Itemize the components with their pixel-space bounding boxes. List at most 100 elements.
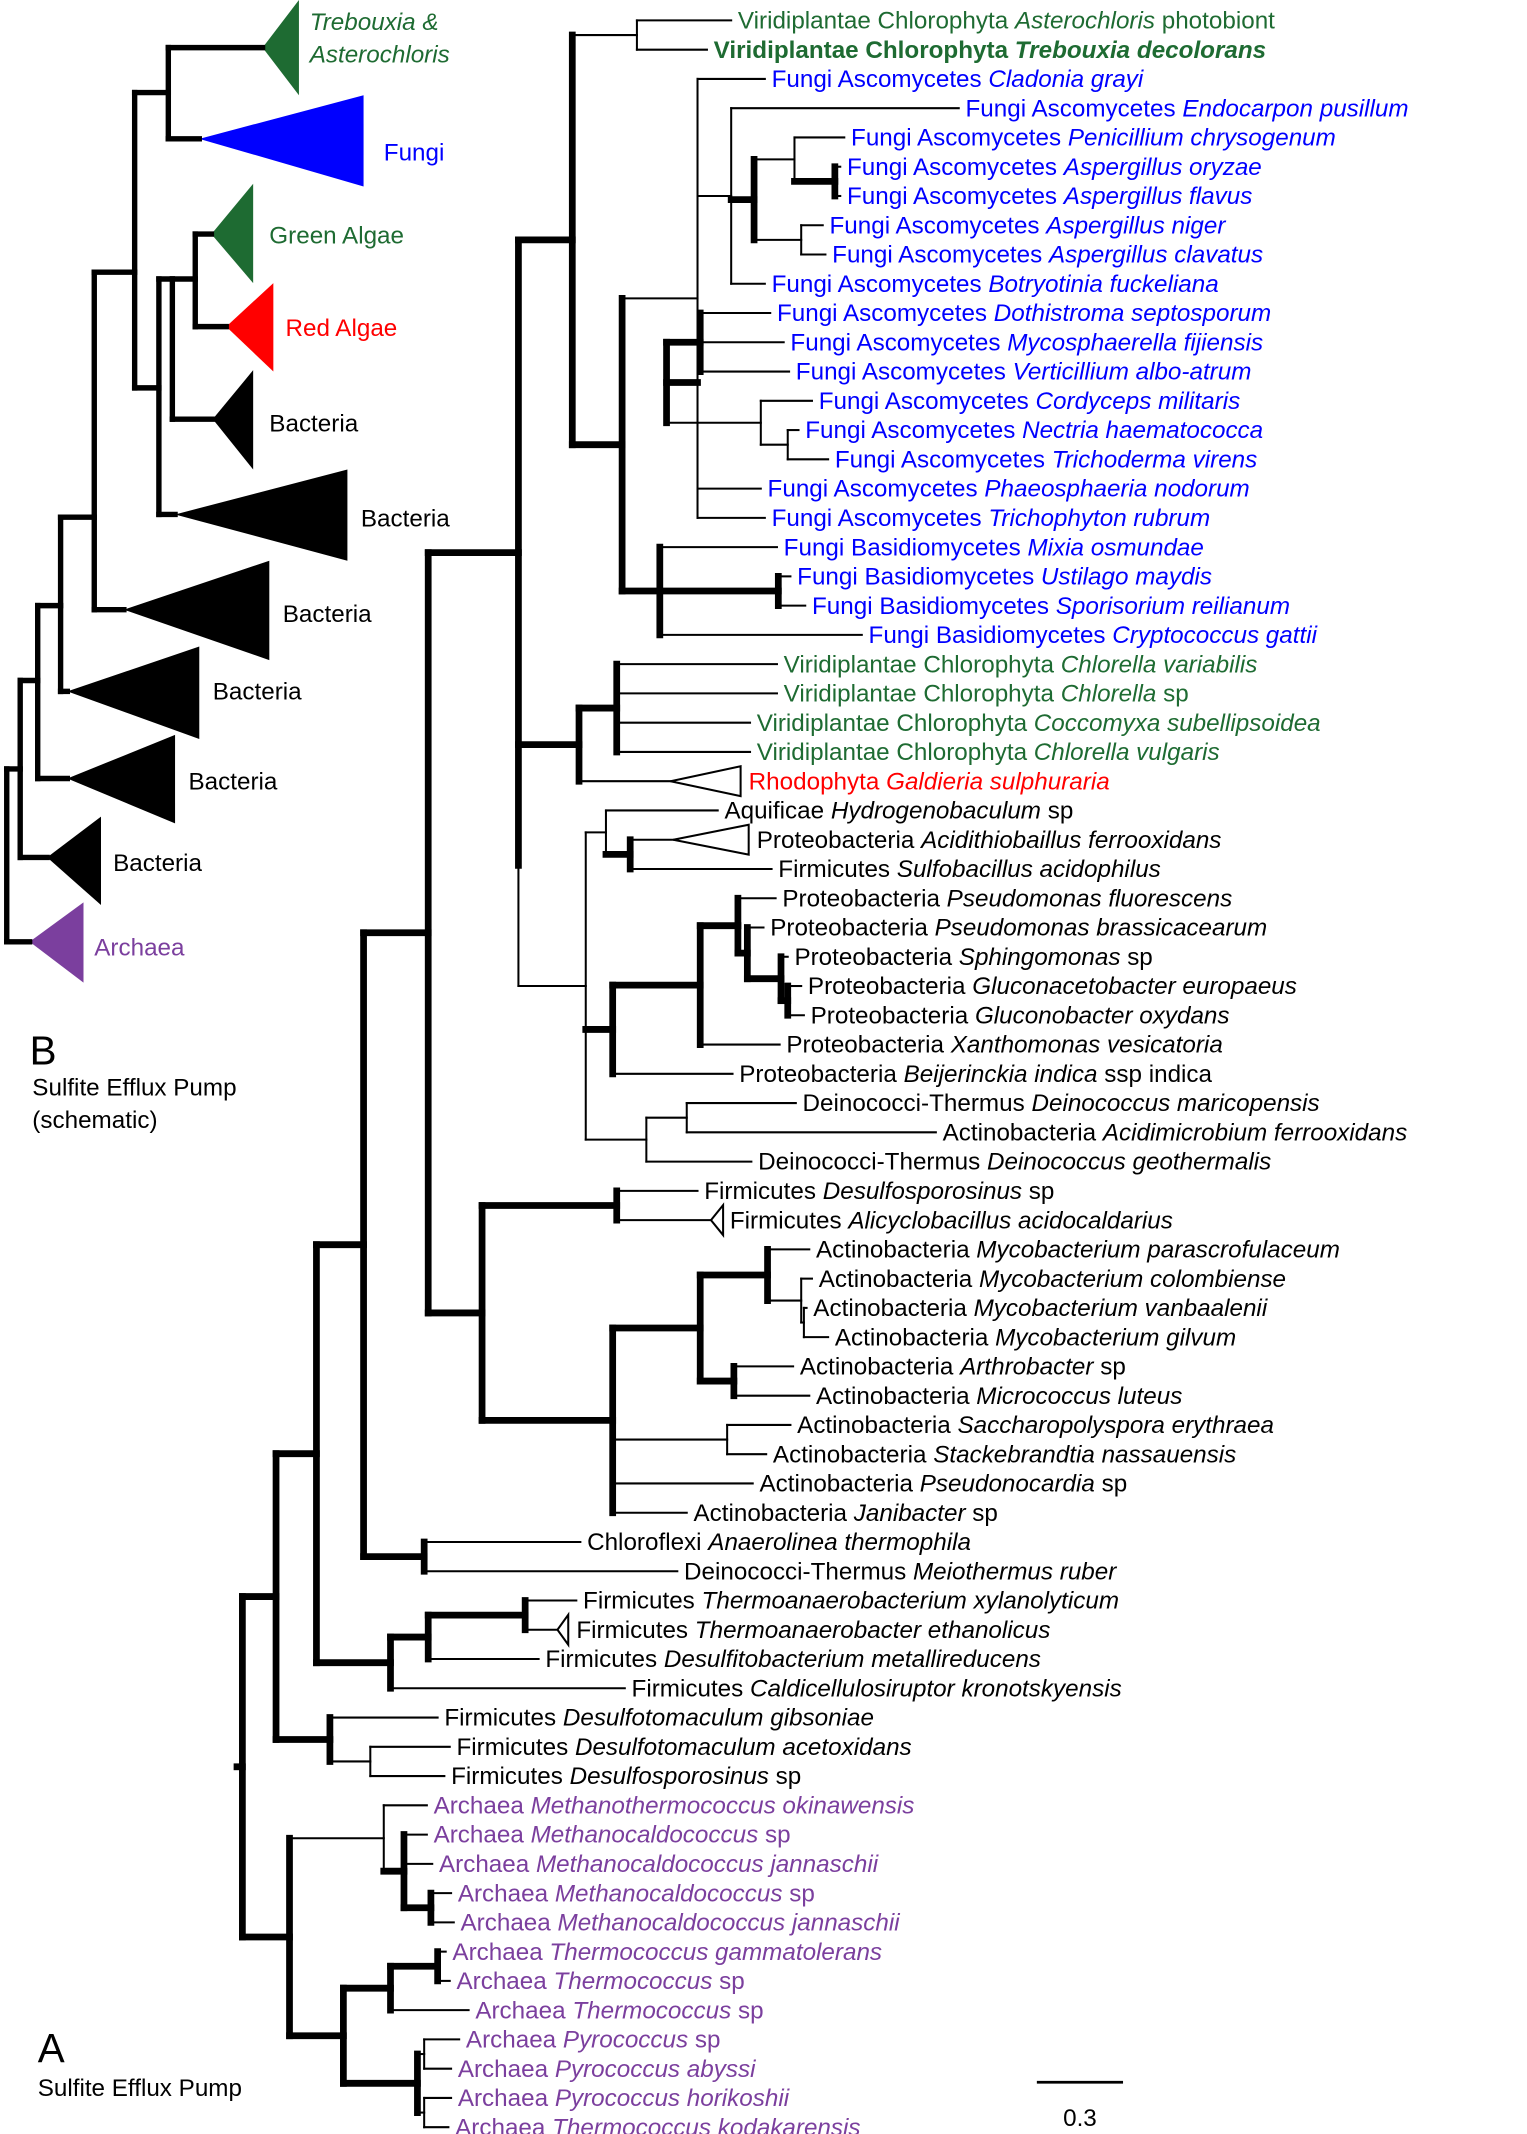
group-name: Actinobacteria: [693, 1500, 847, 1527]
leaf-label: Deinococci-Thermus Deinococcus geotherma…: [758, 1149, 1271, 1176]
group-name: Fungi Ascomycetes: [796, 359, 1006, 386]
group-name: Fungi Ascomycetes: [835, 446, 1045, 473]
leaf-label: Actinobacteria Arthrobacter sp: [800, 1353, 1126, 1380]
leaf-label: Firmicutes Alicyclobacillus acidocaldari…: [730, 1207, 1173, 1234]
clade-label: Bacteria: [113, 850, 202, 877]
species-name: Mycobacterium colombiense: [979, 1266, 1286, 1293]
group-name: Fungi Ascomycetes: [772, 505, 982, 532]
species-name: Chlorella variabilis: [1061, 651, 1258, 678]
leaf-label: Fungi Ascomycetes Endocarpon pusillum: [965, 95, 1408, 122]
group-name: Fungi Ascomycetes: [847, 154, 1057, 181]
leaf-label: Actinobacteria Saccharopolyspora erythra…: [797, 1412, 1274, 1439]
collapsed-clade: [67, 734, 176, 824]
species-name: Sphingomonas: [959, 944, 1121, 971]
collapsed-clade: [709, 1202, 725, 1238]
leaf-label: Firmicutes Desulfotomaculum gibsoniae: [444, 1705, 874, 1732]
leaf-label: Archaea Thermococcus sp: [475, 1997, 763, 2024]
species-name: Cordyceps militaris: [1036, 388, 1241, 415]
leaf-label: Firmicutes Desulfosporosinus sp: [704, 1178, 1054, 1205]
group-name: Aquificae: [724, 798, 824, 825]
group-name: Actinobacteria: [816, 1383, 970, 1410]
species-name: Sulfobacillus acidophilus: [897, 856, 1161, 883]
clade-label: Bacteria: [269, 410, 358, 437]
species-name: Thermococcus: [572, 1997, 731, 2024]
group-name: Viridiplantae Chlorophyta: [757, 710, 1028, 737]
species-name: Aspergillus oryzae: [1062, 154, 1262, 181]
leaf-label: Firmicutes Desulfosporosinus sp: [451, 1763, 801, 1790]
species-name: Desulfosporosinus: [823, 1178, 1022, 1205]
species-suffix: sp: [972, 1500, 998, 1527]
leaf-label: Deinococci-Thermus Deinococcus maricopen…: [803, 1090, 1320, 1117]
species-name: Beijerinckia indica: [904, 1061, 1098, 1088]
group-name: Fungi Basidiomycetes: [869, 622, 1106, 649]
group-name: Fungi Ascomycetes: [965, 95, 1175, 122]
group-name: Fungi Basidiomycetes: [784, 534, 1021, 561]
species-name: Alicyclobacillus acidocaldarius: [846, 1207, 1173, 1234]
species-name: Methanocaldococcus: [531, 1822, 759, 1849]
leaf-label: Actinobacteria Pseudonocardia sp: [759, 1471, 1127, 1498]
leaf-label: Archaea Thermococcus sp: [456, 1968, 744, 1995]
group-name: Fungi Ascomycetes: [777, 300, 987, 327]
leaf-label: Viridiplantae Chlorophyta Coccomyxa sube…: [757, 710, 1321, 737]
leaf-label: Fungi Ascomycetes Trichophyton rubrum: [772, 505, 1211, 532]
species-name: Mycobacterium gilvum: [995, 1324, 1236, 1351]
species-suffix: photobiont: [1162, 7, 1275, 34]
group-name: Fungi Ascomycetes: [805, 417, 1015, 444]
leaf-label: Fungi Ascomycetes Mycosphaerella fijiens…: [790, 329, 1263, 356]
species-suffix: sp: [719, 1968, 745, 1995]
clade-label: Asterochloris: [308, 41, 450, 68]
group-name: Archaea: [456, 1968, 547, 1995]
leaf-label: Fungi Ascomycetes Penicillium chrysogenu…: [851, 125, 1336, 152]
species-name: Micrococcus luteus: [976, 1383, 1182, 1410]
leaf-label: Firmicutes Sulfobacillus acidophilus: [778, 856, 1160, 883]
species-name: Gluconacetobacter europaeus: [972, 973, 1297, 1000]
group-name: Actinobacteria: [773, 1441, 927, 1468]
group-name: Archaea: [452, 1939, 543, 1966]
species-name: Coccomyxa subellipsoidea: [1034, 710, 1321, 737]
group-name: Archaea: [458, 2085, 549, 2112]
group-name: Fungi Ascomycetes: [772, 66, 982, 93]
leaf-label: Proteobacteria Gluconobacter oxydans: [811, 1002, 1230, 1029]
species-name: Mycobacterium parascrofulaceum: [976, 1236, 1340, 1263]
group-name: Proteobacteria: [782, 885, 940, 912]
group-name: Fungi Basidiomycetes: [797, 563, 1034, 590]
leaf-label: Fungi Basidiomycetes Ustilago maydis: [797, 563, 1212, 590]
group-name: Chloroflexi: [587, 1529, 701, 1556]
group-name: Proteobacteria: [808, 973, 966, 1000]
leaf-label: Fungi Ascomycetes Aspergillus flavus: [847, 183, 1252, 210]
group-name: Actinobacteria: [835, 1324, 989, 1351]
leaf-label: Fungi Ascomycetes Trichoderma virens: [835, 446, 1257, 473]
leaf-label: Archaea Methanocaldococcus sp: [434, 1822, 791, 1849]
species-name: Aspergillus flavus: [1062, 183, 1253, 210]
species-suffix: sp: [1127, 944, 1153, 971]
group-name: Firmicutes: [545, 1646, 657, 1673]
species-name: Mycosphaerella fijiensis: [1007, 329, 1263, 356]
species-suffix: sp: [1163, 680, 1189, 707]
leaf-label: Actinobacteria Janibacter sp: [693, 1500, 997, 1527]
species-name: Endocarpon pusillum: [1182, 95, 1408, 122]
leaf-label: Chloroflexi Anaerolinea thermophila: [587, 1529, 971, 1556]
panel-caption: (schematic): [32, 1107, 157, 1134]
species-suffix: sp: [695, 2026, 721, 2053]
species-name: Thermococcus gammatolerans: [549, 1939, 882, 1966]
leaf-label: Viridiplantae Chlorophyta Chlorella vulg…: [757, 739, 1220, 766]
group-name: Fungi Ascomycetes: [851, 125, 1061, 152]
species-suffix: sp: [789, 1880, 815, 1907]
species-name: Chlorella: [1061, 680, 1157, 707]
clade-label: Green Algae: [269, 223, 404, 250]
species-name: Saccharopolyspora erythraea: [957, 1412, 1274, 1439]
collapsed-clade: [556, 1611, 570, 1648]
group-name: Archaea: [439, 1851, 530, 1878]
species-name: Trichophyton rubrum: [988, 505, 1210, 532]
leaf-label: Actinobacteria Mycobacterium parascroful…: [816, 1236, 1340, 1263]
clade-label: Bacteria: [283, 601, 372, 628]
leaf-label: Proteobacteria Pseudomonas brassicacearu…: [770, 915, 1267, 942]
species-name: Methanocaldococcus jannaschii: [558, 1909, 901, 1936]
species-name: Thermococcus: [553, 1968, 712, 1995]
species-name: Phaeosphaeria nodorum: [984, 476, 1249, 503]
leaf-label: Rhodophyta Galdieria sulphuraria: [749, 768, 1110, 795]
collapsed-clade: [211, 183, 254, 284]
species-name: Cladonia grayi: [988, 66, 1143, 93]
species-name: Acidithiobaillus ferrooxidans: [919, 827, 1221, 854]
species-name: Verticillium albo-atrum: [1013, 359, 1252, 386]
